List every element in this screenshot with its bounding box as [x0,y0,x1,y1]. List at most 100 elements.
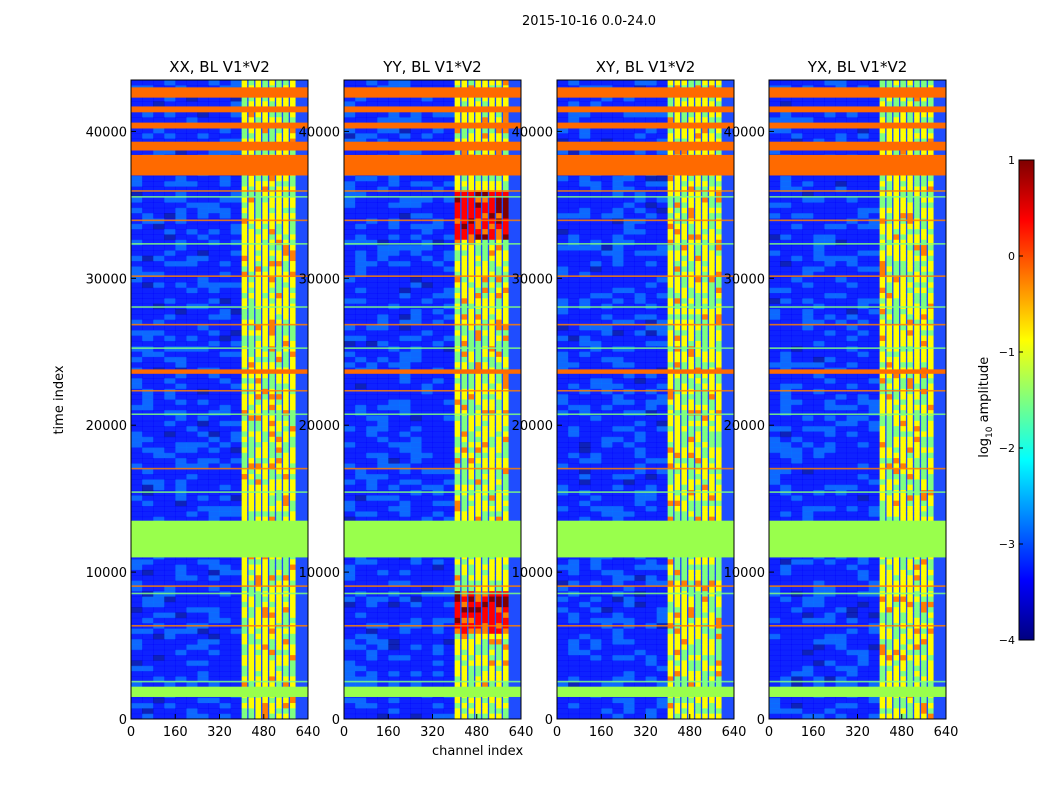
heatmap-cell [496,516,502,523]
heatmap-cell [219,442,232,448]
heatmap-cell [667,197,674,203]
heatmap-cell [557,245,569,251]
heatmap-cell [656,149,669,156]
heatmap-cell [410,101,422,108]
heatmap-cell [421,308,433,315]
heatmap-cell [255,452,261,459]
heatmap-cell [366,474,378,480]
heatmap-cell [461,133,468,140]
heatmap-cell [262,271,268,278]
heatmap-cell [164,585,176,592]
heatmap-cell [503,596,509,603]
heatmap-cell [688,197,694,203]
heatmap-cell [290,415,296,422]
heatmap-cell [208,506,220,512]
heatmap-cell [695,191,701,198]
heatmap-cell [153,585,165,592]
heatmap-cell [164,420,176,427]
heatmap-cell [131,207,143,214]
heatmap-cell [421,585,433,592]
heatmap-cell [461,633,468,640]
heatmap-cell [164,101,176,108]
heatmap-cell [208,282,220,289]
heatmap-cell [475,644,481,651]
heatmap-cell [197,442,209,448]
heatmap-cell [175,383,187,390]
heatmap-cell [421,319,433,326]
heatmap-cell [399,117,411,124]
heatmap-cell [153,186,165,193]
heatmap-cell [454,655,461,661]
heatmap-cell [197,298,209,305]
heatmap-cell [290,399,296,406]
heatmap-cell [377,612,389,619]
heatmap-cell [366,80,378,86]
heatmap-cell [454,500,461,507]
heatmap-cell [153,474,165,480]
heatmap-cell [344,239,356,246]
heatmap-cell [461,474,468,480]
heatmap-cell [355,340,367,347]
heatmap-cell [197,186,209,193]
heatmap-cell [344,314,356,321]
heatmap-cell [175,703,187,709]
heatmap-cell [410,394,422,400]
heatmap-cell [482,490,488,496]
heatmap-cell [262,207,268,214]
heatmap-cell [344,287,356,294]
heatmap-cell [276,415,282,422]
heatmap-cell [208,436,220,443]
heatmap-cell [667,186,674,193]
heatmap-cell [496,458,502,464]
heatmap-cell [399,633,411,640]
heatmap-cell [388,426,400,432]
heatmap-cell [410,697,422,704]
heatmap-cell [175,277,187,283]
heatmap-cell [241,633,248,640]
heatmap-cell [432,617,445,624]
heatmap-cell [702,133,708,140]
heatmap-cell [153,681,165,688]
heatmap-cell [388,644,400,651]
heatmap-cell [568,202,580,209]
heatmap-cell [276,234,282,241]
heatmap-cell [153,676,165,683]
flagged-line [344,219,521,222]
heatmap-cell [142,117,154,124]
heatmap-cell [667,117,674,124]
heatmap-cell [388,601,400,608]
heatmap-cell [283,245,289,251]
heatmap-cell [186,617,198,624]
heatmap-cell [142,665,154,672]
heatmap-cell [410,639,422,645]
heatmap-cell [366,671,378,677]
heatmap-cell [255,218,261,225]
heatmap-cell [344,95,356,102]
heatmap-cell [399,607,411,613]
heatmap-cell [399,660,411,667]
heatmap-cell [248,298,255,305]
heatmap-cell [388,101,400,108]
heatmap-cell [489,660,495,667]
heatmap-cell [681,117,687,124]
heatmap-cell [503,319,509,326]
heatmap-cell [262,213,268,219]
heatmap-cell [355,287,367,294]
heatmap-cell [410,399,422,406]
heatmap-cell [482,319,488,326]
heatmap-cell [230,484,243,491]
heatmap-cell [399,111,411,118]
heatmap-cell [230,410,243,416]
heatmap-cell [366,463,378,470]
heatmap-cell [276,383,282,390]
heatmap-cell [503,95,509,102]
heatmap-cell [344,378,356,385]
heatmap-cell [432,351,445,358]
heatmap-cell [489,324,495,331]
heatmap-cell [241,415,248,422]
heatmap-cell [276,660,282,667]
heatmap-cell [255,111,261,118]
heatmap-cell [131,703,143,709]
heatmap-cell [489,415,495,422]
